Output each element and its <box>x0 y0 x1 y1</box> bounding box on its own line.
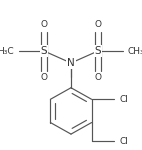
Text: CH₃: CH₃ <box>128 46 142 56</box>
Text: N: N <box>67 58 75 68</box>
Text: Cl: Cl <box>119 95 128 104</box>
Text: O: O <box>94 20 102 29</box>
Text: Cl: Cl <box>119 136 128 146</box>
Text: O: O <box>94 73 102 82</box>
Text: O: O <box>40 73 48 82</box>
Text: S: S <box>95 46 101 56</box>
Text: S: S <box>41 46 47 56</box>
Text: H₃C: H₃C <box>0 46 14 56</box>
Text: O: O <box>40 20 48 29</box>
